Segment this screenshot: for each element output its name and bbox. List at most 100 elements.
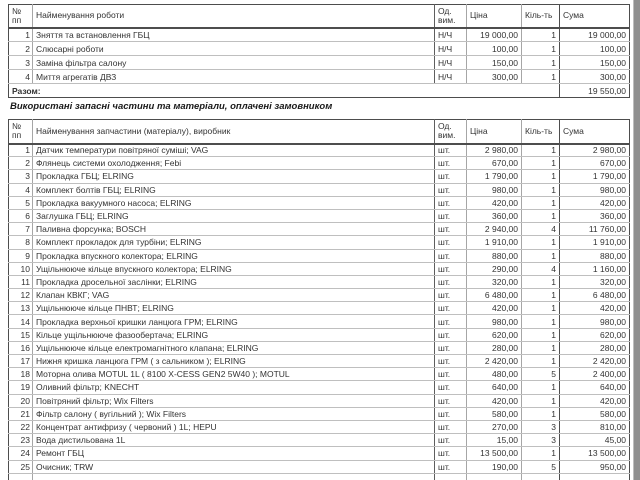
- parts-section-heading: Використані запасні частини та матеріали…: [10, 101, 333, 112]
- work-row-num: 4: [8, 69, 33, 84]
- work-row-price: 100,00: [466, 41, 522, 56]
- part-row-qty: 1: [521, 235, 560, 250]
- part-row-num: 9: [8, 249, 33, 263]
- part-row-sum: 880,00: [559, 249, 630, 263]
- part-row-unit: шт.: [434, 169, 467, 184]
- part-row-price: 620,00: [466, 328, 522, 342]
- part-row-name: Повітряний фільтр; Wix Filters: [32, 394, 435, 408]
- part-row-sum: 980,00: [559, 183, 630, 197]
- parts-table-row: 24 Ремонт ГБЦ шт. 13 500,00 1 13 500,00: [8, 446, 630, 461]
- parts-table-row: 12 Клапан КВКГ; VAG шт. 6 480,00 1 6 480…: [8, 288, 630, 303]
- part-row-name: Датчик температури повітряної суміші; VA…: [32, 143, 435, 158]
- work-row-sum: 100,00: [559, 41, 630, 56]
- part-row-name: Моторна олива MOTUL 1L ( 8100 X-CESS GEN…: [32, 367, 435, 382]
- part-row-name: Ущільнююче кільце електромагнітного клап…: [32, 341, 435, 356]
- part-row-sum: 45,00: [559, 433, 630, 448]
- part-row-price: 420,00: [466, 196, 522, 210]
- part-row-qty: 1: [521, 341, 560, 356]
- part-row-num: 5: [8, 196, 33, 210]
- part-row-name: Концентрат антифризу ( червоний ) 1L; HE…: [32, 420, 435, 435]
- work-row-price: 150,00: [466, 55, 522, 70]
- work-row-unit: Н/Ч: [434, 41, 467, 56]
- parts-header-qty: Кіль-ть: [521, 119, 560, 145]
- part-row-qty: 1: [521, 314, 560, 329]
- work-row-price: 300,00: [466, 69, 522, 84]
- part-row-num: 17: [8, 354, 33, 369]
- works-total-label: Разом:: [8, 83, 560, 98]
- part-row-price: 190,00: [466, 460, 522, 474]
- part-row-price: 980,00: [466, 183, 522, 197]
- part-row-price: 2 420,00: [466, 354, 522, 369]
- part-row-price: 980,00: [466, 314, 522, 329]
- part-row-sum: 1 910,00: [559, 235, 630, 250]
- part-row-sum: 980,00: [559, 314, 630, 329]
- parts-header-row: № пп Найменування запчастини (матеріалу)…: [8, 119, 630, 145]
- part-row-price: 2 980,00: [466, 143, 522, 158]
- part-row-price: 15,00: [466, 433, 522, 448]
- part-row-sum: 580,00: [559, 407, 630, 421]
- parts-table-row: 4 Комплект болтів ГБЦ; ELRING шт. 980,00…: [8, 183, 630, 197]
- part-row-sum: 670,00: [559, 156, 630, 171]
- part-row-qty: 1: [521, 275, 560, 290]
- parts-table-row: 17 Нижня кришка ланцюга ГРМ ( з сальнико…: [8, 354, 630, 369]
- parts-table-row: 3 Прокладка ГБЦ; ELRING шт. 1 790,00 1 1…: [8, 169, 630, 184]
- part-row-unit: шт.: [434, 156, 467, 171]
- part-row-price: 480,00: [466, 367, 522, 382]
- part-row-price: 1 910,00: [466, 235, 522, 250]
- part-row-qty: 4: [521, 222, 560, 237]
- part-row-price: 420,00: [466, 301, 522, 316]
- part-row-name: Нижня кришка ланцюга ГРМ ( з сальником )…: [32, 354, 435, 369]
- part-row-name: Кільце ущільнююче фазообертача; ELRING: [32, 328, 435, 342]
- part-row-sum: 620,00: [559, 328, 630, 342]
- parts-table-row: 16 Ущільнююче кільце електромагнітного к…: [8, 341, 630, 356]
- part-row-unit: шт.: [434, 183, 467, 197]
- work-row-sum: 300,00: [559, 69, 630, 84]
- parts-table-row: 8 Комплект прокладок для турбіни; ELRING…: [8, 235, 630, 250]
- part-row-price: 580,00: [466, 407, 522, 421]
- works-total-sum: 19 550,00: [559, 83, 630, 98]
- parts-table-row: 20 Повітряний фільтр; Wix Filters шт. 42…: [8, 394, 630, 408]
- work-row-qty: 1: [521, 27, 560, 42]
- parts-table-row: 14 Прокладка верхньої кришки ланцюга ГРМ…: [8, 314, 630, 329]
- works-header-qty: Кіль-ть: [521, 4, 560, 29]
- part-row-name: Оливний фільтр; KNECHT: [32, 380, 435, 395]
- part-row-sum: 2 420,00: [559, 354, 630, 369]
- parts-header-num: № пп: [8, 119, 33, 145]
- part-row-num: 11: [8, 275, 33, 290]
- part-row-name: Вода дистильована 1L: [32, 433, 435, 448]
- part-row-unit: шт.: [434, 446, 467, 461]
- part-row-qty: 1: [521, 407, 560, 421]
- parts-table-row: 9 Прокладка впускного колектора; ELRING …: [8, 249, 630, 263]
- works-header-sum: Сума: [559, 4, 630, 29]
- part-row-sum: 11 760,00: [559, 222, 630, 237]
- part-row-name: Прокладка верхньої кришки ланцюга ГРМ; E…: [32, 314, 435, 329]
- part-row-unit: шт.: [434, 420, 467, 435]
- part-row-sum: 320,00: [559, 275, 630, 290]
- part-row-num: 4: [8, 183, 33, 197]
- work-row-qty: 1: [521, 69, 560, 84]
- part-row-num: 24: [8, 446, 33, 461]
- part-row-unit: шт.: [434, 380, 467, 395]
- part-row-qty: 3: [521, 420, 560, 435]
- part-row-name: Прокладка дросельної заслінки; ELRING: [32, 275, 435, 290]
- parts-table-row: 22 Концентрат антифризу ( червоний ) 1L;…: [8, 420, 630, 435]
- works-header-name: Найменування роботи: [32, 4, 435, 29]
- parts-header-price: Ціна: [466, 119, 522, 145]
- works-table-row: 3 Заміна фільтра салону Н/Ч 150,00 1 150…: [8, 55, 630, 70]
- part-row-name: Прокладка впускного колектора; ELRING: [32, 249, 435, 263]
- part-row-sum: 420,00: [559, 394, 630, 408]
- part-row-qty: 1: [521, 446, 560, 461]
- part-row-name: Комплект прокладок для турбіни; ELRING: [32, 235, 435, 250]
- work-row-sum: 19 000,00: [559, 27, 630, 42]
- works-total-row: Разом: 19 550,00: [8, 83, 630, 98]
- part-row-sum: 280,00: [559, 341, 630, 356]
- parts-table-row: 23 Вода дистильована 1L шт. 15,00 3 45,0…: [8, 433, 630, 448]
- work-row-name: Слюсарні роботи: [32, 41, 435, 56]
- parts-table-row: 21 Фільтр салону ( вугільний ); Wix Filt…: [8, 407, 630, 421]
- part-row-qty: 1: [521, 249, 560, 263]
- works-table-row: 2 Слюсарні роботи Н/Ч 100,00 1 100,00: [8, 41, 630, 56]
- part-row-name: Комплект болтів ГБЦ; ELRING: [32, 183, 435, 197]
- clipped-text-fragment: [12, 0, 72, 2]
- parts-header-unit: Од. вим.: [434, 119, 467, 145]
- part-row-price: 640,00: [466, 380, 522, 395]
